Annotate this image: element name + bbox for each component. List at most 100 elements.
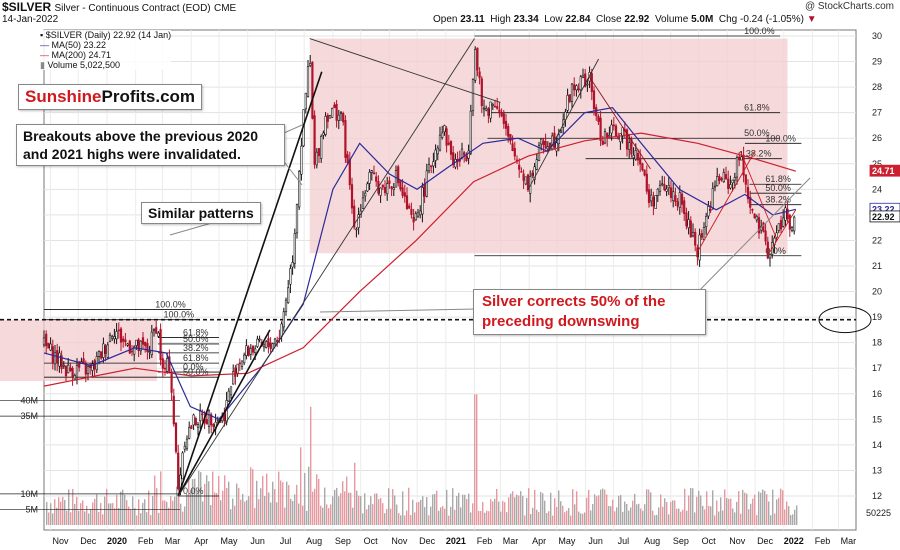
fib-level-label: 38.2% (183, 343, 209, 353)
candle-body (139, 340, 142, 352)
volume-bar (256, 480, 258, 525)
candle-body (665, 188, 668, 192)
volume-bar (796, 505, 798, 525)
candle-body (779, 220, 783, 230)
candle-body (322, 132, 325, 136)
price-tag-label: 23.22 (872, 204, 895, 214)
trend-line (177, 71, 323, 497)
volume-bar (626, 503, 628, 525)
x-tick-label: Nov (52, 536, 69, 546)
candle-body (551, 135, 554, 150)
volume-bar (376, 493, 378, 525)
volume-bar (62, 496, 64, 525)
candle-body (645, 173, 648, 192)
trend-line (177, 38, 475, 497)
volume-bar (274, 489, 276, 525)
candle-body (729, 184, 732, 189)
volume-bar (382, 503, 384, 525)
volume-bar (766, 494, 768, 525)
volume-bar (106, 488, 108, 525)
candle-body (487, 108, 490, 116)
chart-legend: ▪ $SILVER (Daily) 22.92 (14 Jan) — MA(50… (40, 30, 172, 70)
volume-bar (534, 489, 536, 525)
candle-body (128, 340, 131, 354)
candle-body (522, 173, 525, 181)
volume-bar (98, 511, 100, 525)
volume-bar (348, 492, 350, 525)
volume-bar (410, 515, 412, 525)
fib-level-label: 38.2% (746, 149, 772, 159)
candle-body (82, 358, 85, 364)
candle-body (700, 232, 703, 238)
candle-body (663, 184, 666, 191)
volume-bar (266, 473, 268, 525)
volume-bar (762, 489, 764, 525)
volume-bar (74, 503, 76, 525)
volume-bar (196, 491, 198, 525)
candle-body (126, 343, 129, 346)
candle-body (421, 187, 424, 215)
candle-body (498, 109, 501, 114)
volume-bar (290, 498, 292, 525)
fib-level-label: 100.0% (765, 133, 796, 143)
candle-body (465, 156, 468, 162)
candle-body (353, 205, 356, 228)
fib-level-label: 50.0% (744, 128, 770, 138)
candle-body (199, 409, 202, 422)
price-tag-box (869, 210, 900, 223)
volume-bar (52, 513, 54, 525)
volume-bar (80, 503, 82, 525)
volume-bar (744, 492, 746, 525)
volume-bar (90, 508, 92, 525)
volume-bar (540, 492, 542, 525)
x-tick-label: Dec (419, 536, 436, 546)
candle-body (190, 425, 193, 429)
candle-body (711, 188, 714, 209)
volume-bar (386, 508, 388, 525)
candle-body (192, 414, 195, 426)
volume-bar (472, 503, 474, 525)
candle-body (144, 341, 147, 347)
volume-bar (82, 500, 84, 525)
volume-bar (660, 494, 662, 525)
volume-bar (784, 509, 786, 525)
volume-bar (356, 490, 358, 525)
candle-body (117, 329, 120, 332)
candle-body (141, 337, 145, 345)
candle-body (339, 112, 343, 114)
candle-body (388, 180, 391, 184)
volume-bar (92, 502, 94, 525)
candle-body (755, 216, 758, 221)
candle-body (592, 90, 596, 110)
trend-line (177, 329, 271, 497)
volume-bar (50, 503, 52, 525)
volume-bar (100, 503, 102, 525)
candle-body (716, 176, 719, 187)
volume-bar (88, 513, 90, 525)
volume-bar (294, 494, 296, 525)
volume-bar (222, 490, 224, 525)
candle-body (595, 107, 598, 117)
candle-body (232, 371, 235, 385)
volume-bar (238, 487, 240, 525)
volume-bar (450, 506, 452, 525)
volume-bar (390, 508, 392, 525)
chart-date: 14-Jan-2022 (2, 14, 59, 25)
volume-bar (254, 508, 256, 525)
volume-bar (280, 480, 282, 525)
volume-bar (94, 498, 96, 525)
candle-body (577, 88, 580, 91)
volume-bar (48, 512, 50, 525)
volume-bar (480, 510, 482, 525)
volume-bar (128, 506, 130, 525)
candle-body (240, 360, 244, 367)
volume-bar (84, 511, 86, 525)
volume-bar (226, 487, 228, 525)
volume-bar (790, 515, 792, 525)
candle-body (67, 364, 70, 374)
volume-bar (648, 489, 650, 525)
candle-body (570, 83, 574, 102)
volume-bar (316, 474, 318, 525)
volume-bar (312, 491, 314, 525)
candle-body (489, 101, 492, 119)
